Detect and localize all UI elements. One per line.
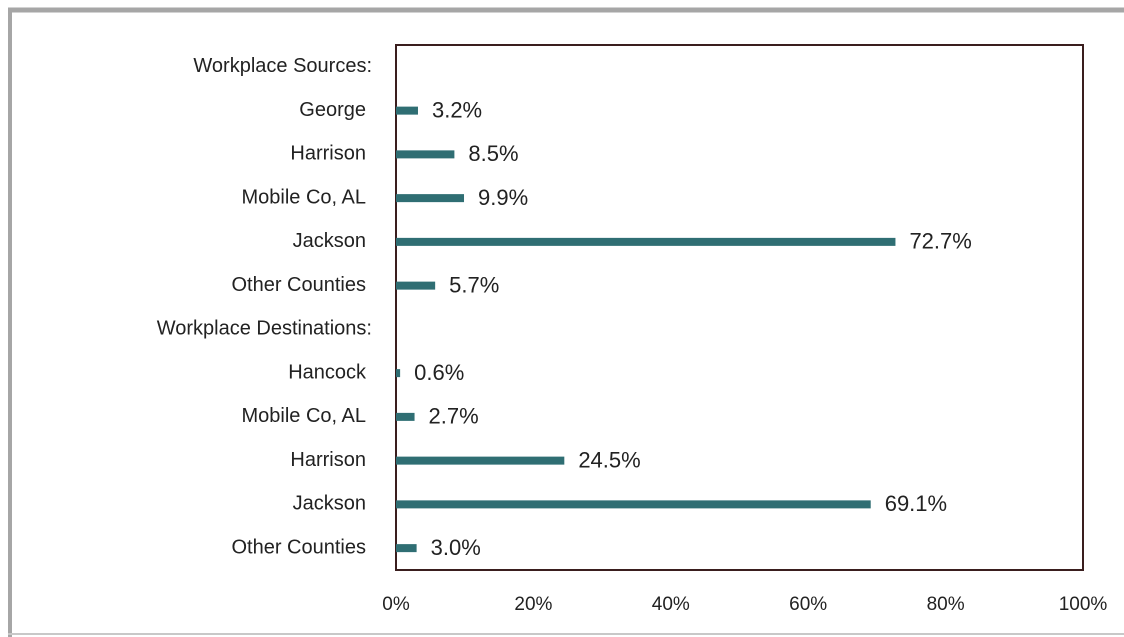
value-label: 2.7% <box>429 404 479 429</box>
bar <box>396 456 565 465</box>
category-label: Workplace Sources: <box>193 55 372 77</box>
category-label: Harrison <box>290 449 366 471</box>
x-tick-label: 40% <box>652 594 690 615</box>
value-label: 9.9% <box>478 185 528 210</box>
bar <box>396 369 401 378</box>
bar <box>396 544 417 553</box>
category-label: Mobile Co, AL <box>241 186 366 208</box>
value-label: 3.0% <box>431 535 481 560</box>
category-label: Other Counties <box>231 274 366 296</box>
bar <box>396 281 436 290</box>
value-label: 3.2% <box>432 97 482 122</box>
category-label: George <box>299 99 366 121</box>
x-tick-label: 0% <box>382 594 410 615</box>
bar <box>396 194 465 203</box>
category-label: Jackson <box>293 493 366 515</box>
value-label: 69.1% <box>885 491 947 516</box>
category-label: Mobile Co, AL <box>241 405 366 427</box>
value-label: 24.5% <box>578 447 640 472</box>
category-label: Jackson <box>293 230 366 252</box>
bar <box>396 237 896 246</box>
bar <box>396 500 871 509</box>
category-label: Other Counties <box>231 536 366 558</box>
category-label: Harrison <box>290 143 366 165</box>
x-tick-label: 100% <box>1059 594 1108 615</box>
x-tick-label: 80% <box>927 594 965 615</box>
value-label: 8.5% <box>468 141 518 166</box>
bar <box>396 412 415 421</box>
category-label: Hancock <box>288 361 367 383</box>
x-tick-label: 60% <box>789 594 827 615</box>
value-label: 0.6% <box>414 360 464 385</box>
bar <box>396 150 455 159</box>
value-label: 72.7% <box>909 229 971 254</box>
plot-area <box>395 44 1084 571</box>
x-tick-label: 20% <box>514 594 552 615</box>
bar <box>396 106 418 115</box>
value-label: 5.7% <box>449 272 499 297</box>
category-label: Workplace Destinations: <box>157 318 372 340</box>
